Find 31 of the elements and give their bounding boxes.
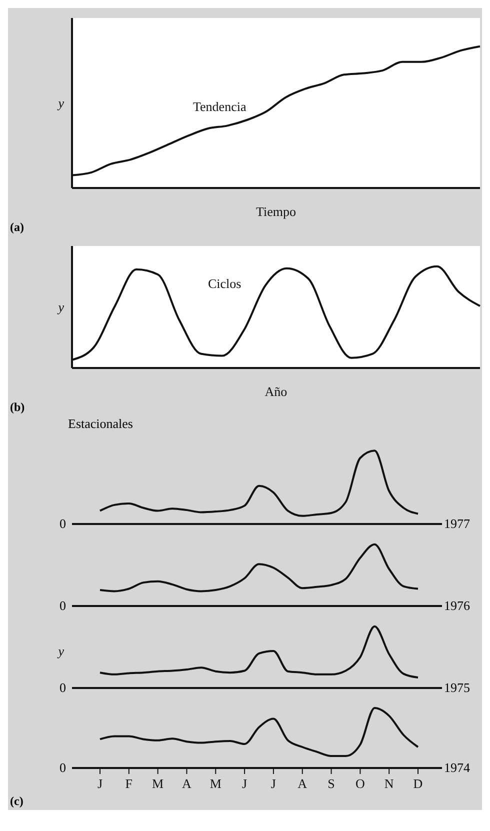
text: 0 — [60, 515, 66, 533]
text: 1975 — [444, 679, 470, 697]
text: (b) — [9, 400, 26, 416]
x-tick-label: J — [97, 776, 103, 791]
text: 1977 — [444, 515, 470, 533]
series-label: Ciclos — [208, 276, 242, 292]
text: 0 — [60, 679, 66, 697]
x-tick-label: M — [210, 776, 222, 791]
x-tick-label: S — [328, 776, 335, 791]
y-axis-title: y — [56, 300, 64, 315]
x-tick-label: O — [355, 776, 365, 791]
x-tick-label: J — [242, 776, 248, 791]
x-tick-label: A — [182, 776, 192, 791]
x-tick-label: D — [413, 776, 423, 791]
y-axis-title: y — [56, 96, 64, 111]
y-axis-title: y — [56, 644, 64, 659]
x-tick-label: M — [152, 776, 164, 791]
series-label: Tendencia — [193, 99, 246, 116]
text: 0 — [60, 597, 66, 615]
x-tick-label: N — [384, 776, 394, 791]
x-tick-label: A — [298, 776, 308, 791]
text: 0 — [60, 759, 66, 777]
x-tick-label: J — [270, 776, 276, 791]
chart-title: Estacionales — [67, 416, 134, 432]
x-axis-title: Tiempo — [256, 204, 296, 219]
text: (c) — [9, 794, 24, 810]
x-tick-label: F — [125, 776, 133, 791]
text: (a) — [9, 220, 25, 236]
text: 1974 — [444, 759, 470, 777]
x-axis-title: Año — [264, 384, 288, 399]
text: 1976 — [444, 597, 470, 615]
